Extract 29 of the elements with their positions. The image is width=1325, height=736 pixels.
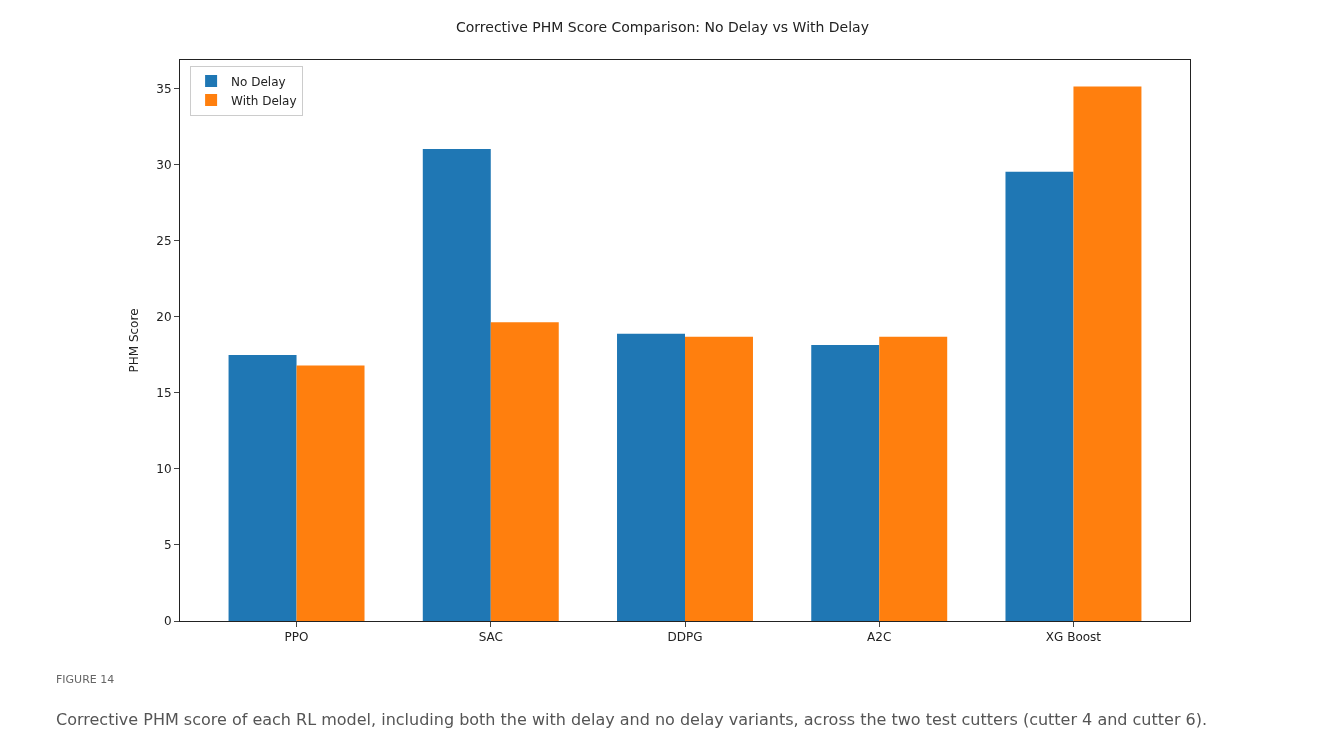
bar <box>617 333 685 621</box>
x-tick-label: XG Boost <box>1045 630 1102 645</box>
bar <box>879 336 948 621</box>
bar <box>1005 171 1074 621</box>
y-tick-label: 0 <box>163 614 172 629</box>
bar <box>1073 86 1142 621</box>
x-tick-label: DDPG <box>667 630 703 645</box>
bar <box>422 148 491 621</box>
y-tick-label: 20 <box>156 310 172 325</box>
chart-title: Corrective PHM Score Comparison: No Delay vs With Delay <box>456 18 869 35</box>
y-tick-label: 30 <box>156 158 172 173</box>
bar <box>296 365 365 621</box>
y-tick-label: 5 <box>163 538 172 553</box>
y-tick-label: 10 <box>156 462 172 477</box>
y-tick-label: 25 <box>156 234 172 249</box>
x-tick-label: SAC <box>478 630 503 645</box>
bar <box>685 336 753 621</box>
text: Corrective PHM score of each RL model, including both the with delay and no delay variants, across the two test cutters (cutter 4 and cutter 6). <box>56 710 1208 729</box>
bar <box>228 354 297 621</box>
bar <box>490 322 559 621</box>
bar <box>811 345 880 621</box>
legend-label: With Delay <box>231 93 297 108</box>
y-tick-label: 35 <box>156 82 172 97</box>
caption: FIGURE 14 <box>56 673 115 686</box>
x-tick-label: A2C <box>867 630 892 645</box>
legend-label: No Delay <box>231 74 286 89</box>
y-tick-label: 15 <box>156 386 172 401</box>
x-tick-label: PPO <box>284 630 309 645</box>
y-axis-title: PHM Score <box>126 308 141 373</box>
